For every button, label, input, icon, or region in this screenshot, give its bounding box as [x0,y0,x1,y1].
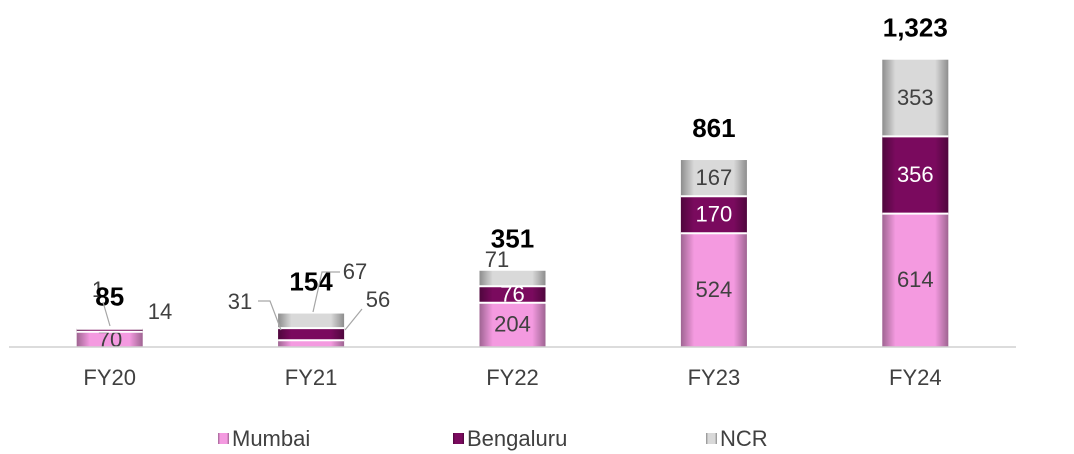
data-label: 71 [485,247,509,272]
bar-shade [680,233,747,347]
data-label: 614 [897,267,934,292]
leader-line [312,271,340,313]
bar-shade [76,328,143,332]
data-label: 31 [228,289,252,314]
leader-line [102,301,111,327]
bar-shade [278,328,345,341]
legend-swatch-shade [218,433,229,444]
total-label: 85 [95,281,124,311]
total-label: 861 [692,113,735,143]
data-label: 67 [343,259,367,284]
data-label: 1 [92,277,104,302]
leader-line [258,300,282,331]
x-tick-label: FY21 [285,365,338,390]
data-label: 14 [148,299,172,324]
data-label: 56 [366,287,390,312]
legend-label: NCR [720,426,768,451]
total-label: 1,323 [883,13,948,43]
bar-shade [278,313,345,329]
bar-shade [882,59,949,137]
x-tick-label: FY23 [688,365,741,390]
bar-shade [479,302,546,347]
bar-shade [680,196,747,234]
bar-shade [278,340,345,347]
data-label: 353 [897,85,934,110]
leader-line [344,308,363,331]
data-label: 167 [696,165,733,190]
total-label: 351 [491,224,534,254]
bar-shade [882,136,949,214]
legend-label: Mumbai [232,426,310,451]
x-tick-label: FY24 [889,365,942,390]
x-tick-label: FY20 [83,365,136,390]
bar-shade [76,331,143,347]
x-tick-label: FY22 [486,365,539,390]
legend-swatch-shade [706,433,717,444]
legend-swatch-shade [453,433,464,444]
data-label: 356 [897,162,934,187]
bar-shade [680,160,747,197]
total-label: 154 [289,266,333,296]
bar-shade [479,286,546,303]
bar-shade [882,213,949,347]
data-label: 170 [696,202,733,227]
bar-shade [479,270,546,287]
legend-label: Bengaluru [467,426,567,451]
data-label: 524 [696,277,733,302]
data-label: 204 [494,312,531,337]
